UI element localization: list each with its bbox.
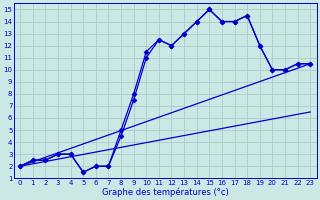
X-axis label: Graphe des températures (°c): Graphe des températures (°c): [102, 187, 228, 197]
